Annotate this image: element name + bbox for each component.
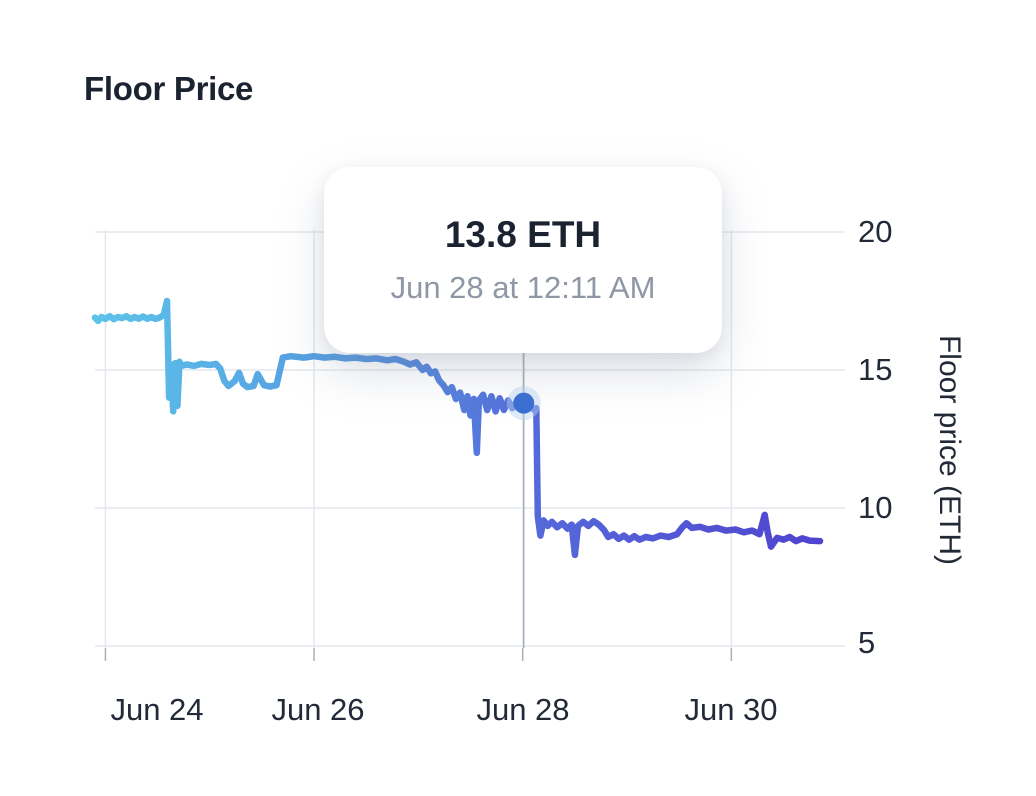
y-tick-5: 5 [858,625,876,660]
axis-tick-marks [104,648,733,661]
hover-tooltip: 13.8 ETH Jun 28 at 12:11 AM [324,167,722,353]
tooltip-value: 13.8 ETH [444,214,602,255]
y-tick-15: 15 [858,352,893,387]
floor-price-line[interactable] [91,297,824,559]
x-tick-jun-26: Jun 26 [271,692,365,727]
x-tick-jun-28: Jun 28 [476,692,570,727]
y-tick-10: 10 [858,490,893,525]
y-axis-title: Floor price (ETH) [933,334,966,566]
selected-point-marker [513,392,535,414]
tooltip-timestamp: Jun 28 at 12:11 AM [390,270,656,305]
x-tick-jun-24: Jun 24 [110,692,204,727]
chart-title: Floor Price [84,70,254,107]
x-tick-jun-30: Jun 30 [684,692,778,727]
y-tick-20: 20 [858,214,893,249]
